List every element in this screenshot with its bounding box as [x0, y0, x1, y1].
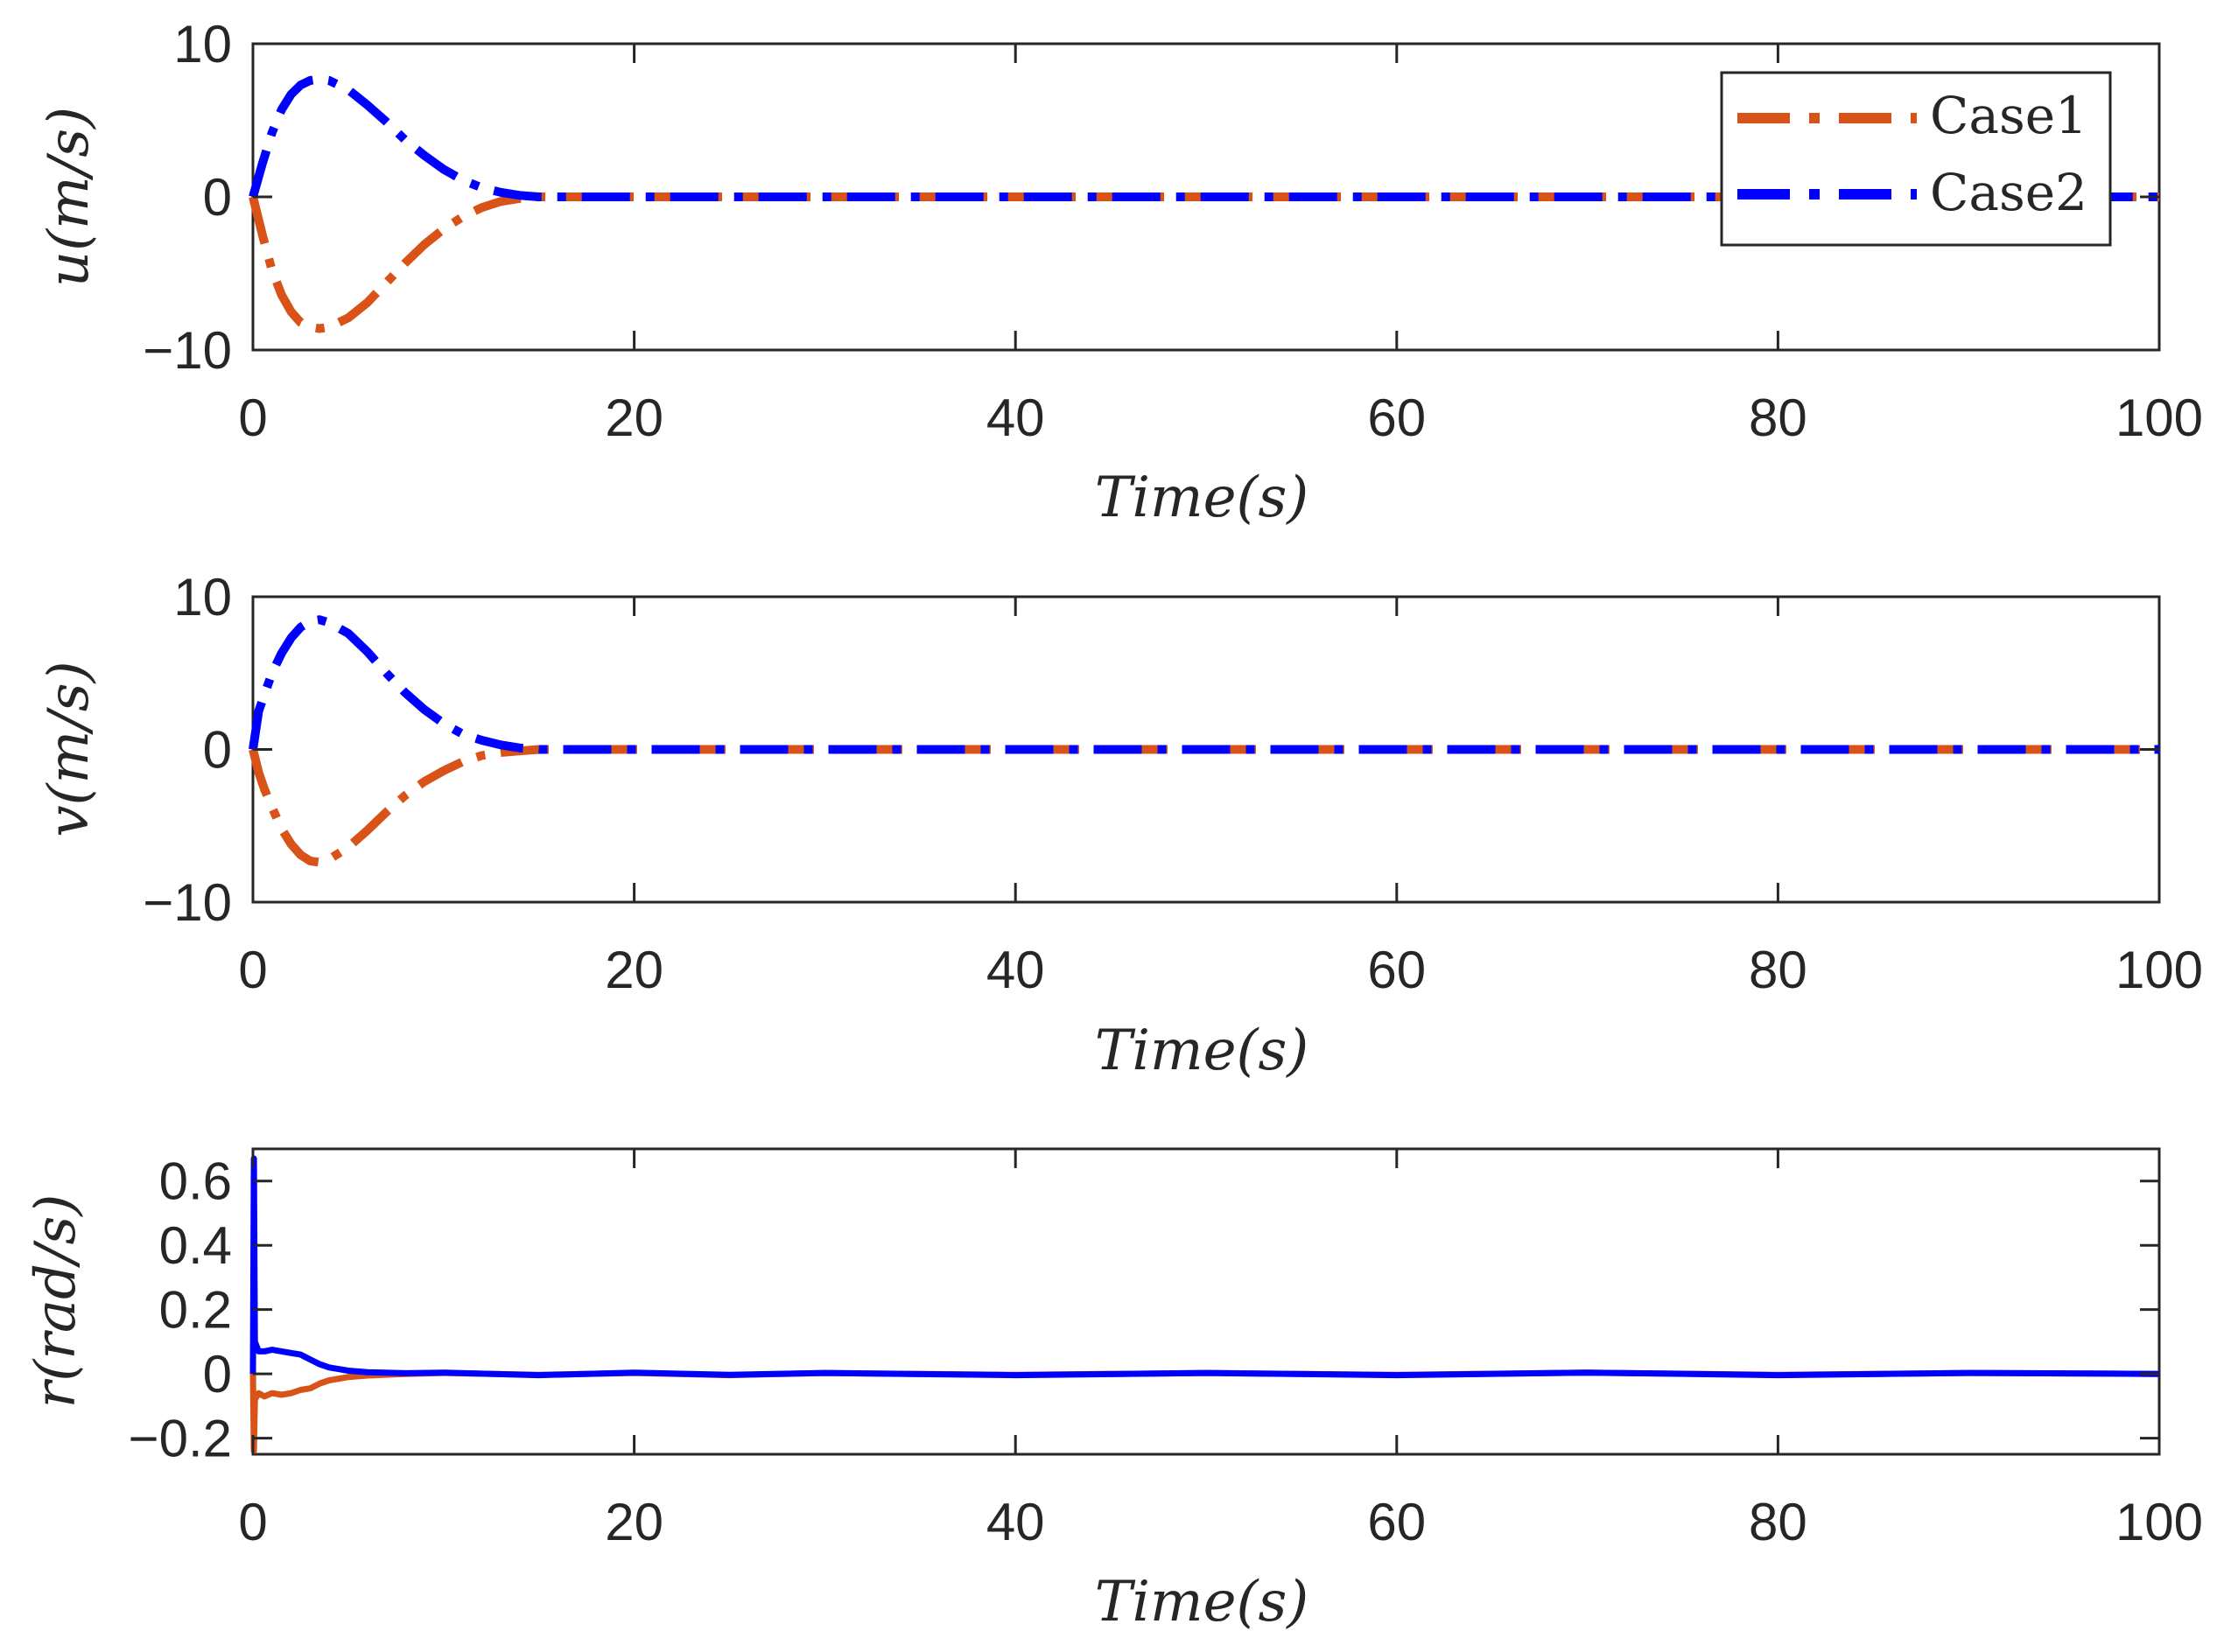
xtick-label-r-0: 0 [238, 1493, 267, 1551]
xtick-label-r-4: 80 [1749, 1493, 1807, 1551]
ytick-label-r-0: 0.6 [159, 1152, 232, 1211]
plot-frame-r [251, 1147, 2161, 1456]
legend-label-case2: Case2 [1930, 163, 2087, 222]
series-case2-v [249, 615, 2159, 754]
xlabel-r: Time(s) [1095, 1570, 1309, 1634]
xtick-label-r-3: 60 [1367, 1493, 1426, 1551]
ytick-label-r-4: −0.2 [129, 1410, 232, 1468]
series-case1-r [249, 1369, 2160, 1454]
series-case1-u [249, 192, 2159, 333]
legend-box [1720, 71, 2112, 247]
x-axis-v: 0 20 40 60 80 100 [238, 597, 2203, 999]
y-axis-r: 0.60.4 0.20 −0.2 [129, 1152, 2159, 1468]
xtick-label-u-0: 0 [238, 388, 267, 447]
xtick-label-u-5: 100 [2115, 388, 2203, 447]
ylabel-v: v(m/s) [37, 661, 102, 836]
ytick-label-r-1: 0.4 [159, 1216, 232, 1275]
plot-marks-r [249, 1155, 2160, 1454]
panel-v: 100−10 0 20 40 60 80 100 Time(s) v(m/s) [37, 568, 2203, 1083]
plot-marks-u [249, 74, 2159, 333]
xtick-label-v-5: 100 [2115, 941, 2203, 999]
xlabel-u: Time(s) [1095, 466, 1309, 530]
panel-u: 100−10 0 20 40 60 80 100 Time(s) u(m/s) Case1… [37, 15, 2203, 530]
xtick-label-u-3: 60 [1367, 388, 1426, 447]
xtick-label-r-5: 100 [2115, 1493, 2203, 1551]
y-axis-u: 10 0 −10 [143, 15, 2159, 380]
xtick-label-u-1: 20 [605, 388, 663, 447]
xtick-label-v-2: 40 [986, 941, 1045, 999]
ytick-label-r-2: 0.2 [159, 1281, 232, 1340]
ytick-label-v-0: 10 [173, 568, 232, 626]
plot-marks-v [249, 615, 2159, 867]
xtick-label-v-1: 20 [605, 941, 663, 999]
series-case2-r [249, 1155, 2160, 1379]
ytick-label-u-2: −10 [143, 321, 232, 380]
ytick-label-v-1: 0 [203, 721, 232, 780]
legend: Case1 Case2 [1720, 71, 2112, 247]
xtick-label-v-4: 80 [1749, 941, 1807, 999]
xtick-label-u-4: 80 [1749, 388, 1807, 447]
ytick-label-u-0: 10 [173, 15, 232, 74]
panel-r: 0.60.40.20−0.2 0 20 40 60 80 100 Time(s) r(ra… [24, 1147, 2203, 1634]
xtick-label-u-2: 40 [986, 388, 1045, 447]
ylabel-u: u(m/s) [37, 107, 102, 287]
xtick-label-v-3: 60 [1367, 941, 1426, 999]
ylabel-r: r(rad/s) [24, 1194, 88, 1409]
xtick-label-v-0: 0 [238, 941, 267, 999]
legend-label-case1: Case1 [1930, 86, 2087, 145]
ytick-label-u-1: 0 [203, 168, 232, 227]
x-axis-u: 0 20 40 60 80 100 [238, 44, 2203, 447]
y-axis-v: 10 0 −10 [143, 568, 2159, 932]
xtick-label-r-1: 20 [605, 1493, 663, 1551]
ytick-label-v-2: −10 [143, 873, 232, 932]
xlabel-v: Time(s) [1095, 1018, 1309, 1083]
xtick-label-r-2: 40 [986, 1493, 1045, 1551]
x-axis-r: 0 20 40 60 80 100 [238, 1149, 2203, 1551]
ytick-label-r-3: 0 [203, 1345, 232, 1404]
series-case2-u [249, 74, 2159, 201]
series-case1-v [249, 745, 2159, 867]
